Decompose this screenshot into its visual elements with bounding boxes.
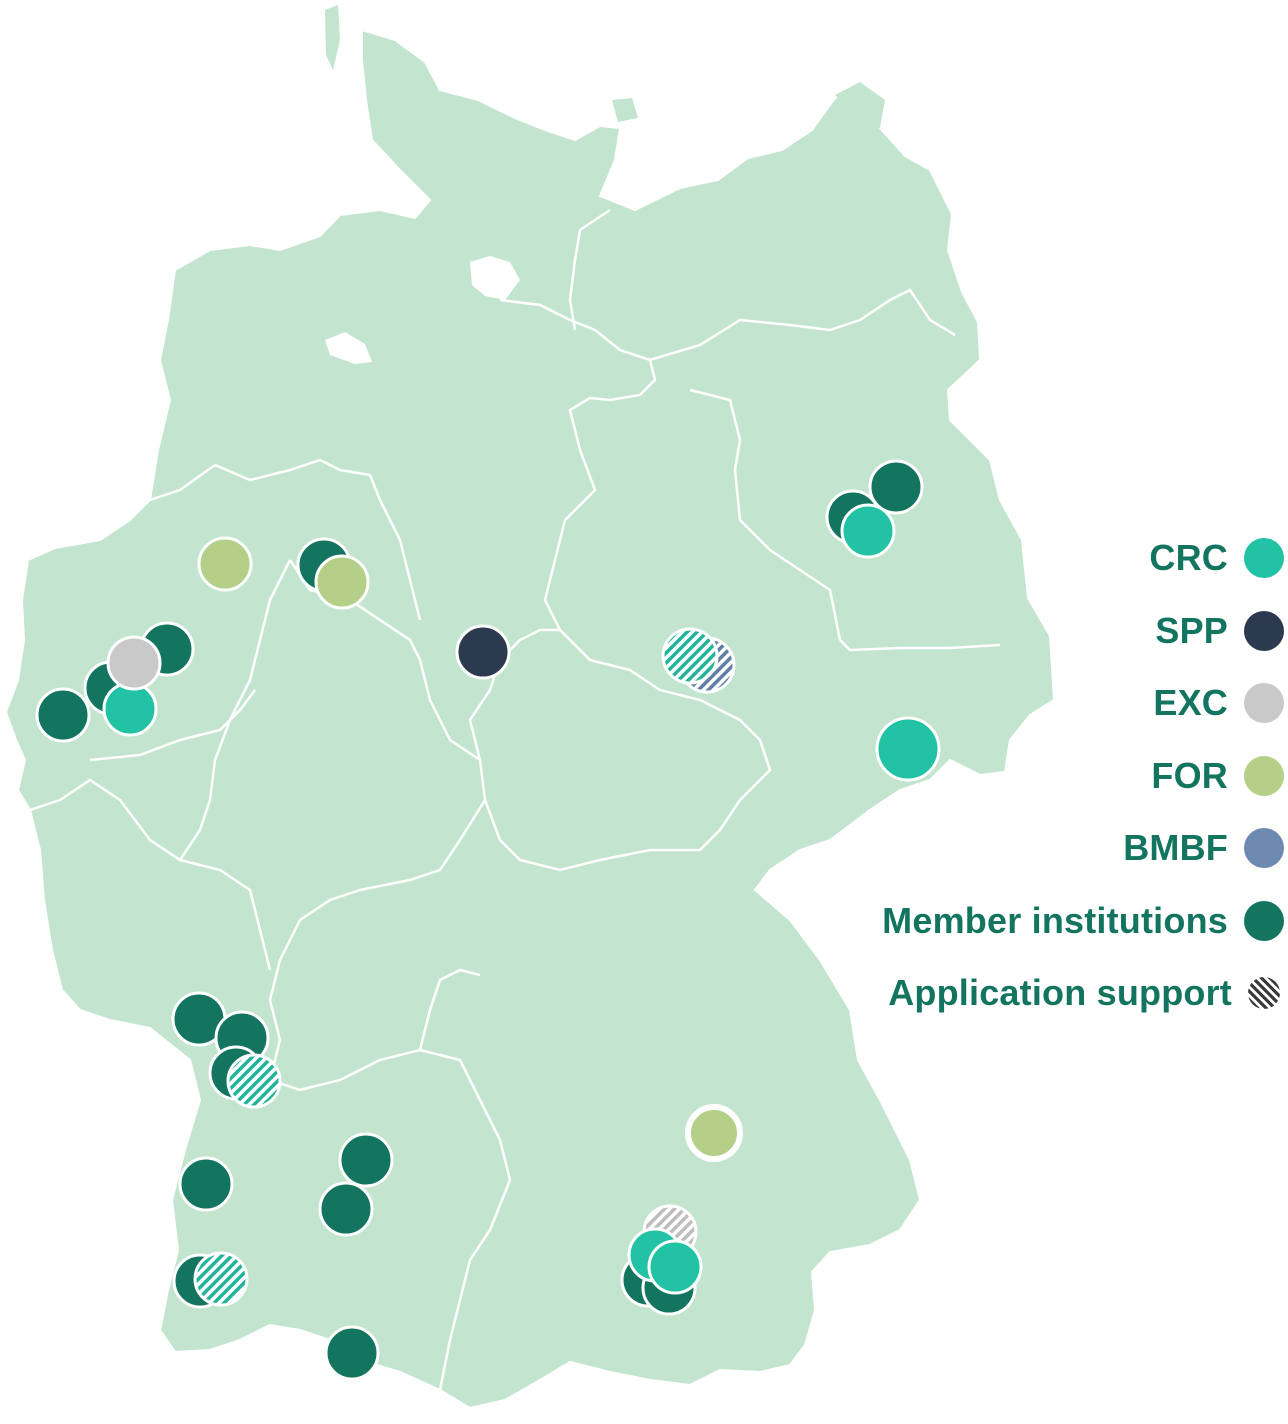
map-marker-member-20 (338, 1132, 394, 1188)
legend-item-crc: CRC (764, 522, 1284, 595)
map-marker-member-25 (324, 1325, 380, 1381)
map-marker-crc-5 (875, 716, 941, 782)
map-marker-member-14 (35, 687, 91, 743)
for-dot-icon (1244, 755, 1284, 796)
map-marker-exc-13 (106, 635, 162, 691)
hatched-dot-icon (1248, 977, 1280, 1010)
institution-markers (35, 459, 941, 1381)
map-marker-hatchteal-18 (226, 1053, 282, 1109)
island-fehmarn (612, 98, 638, 122)
map-marker-crc-12 (102, 681, 158, 737)
map-marker-member-22 (178, 1156, 234, 1212)
map-marker-for-7 (197, 536, 253, 592)
map-marker-spp-6 (455, 624, 511, 680)
legend-label-exc: EXC (1153, 682, 1228, 724)
map-marker-crc-30 (647, 1239, 703, 1295)
legend-item-spp: SPP (764, 595, 1284, 668)
map-marker-member-0 (868, 459, 924, 515)
legend-item-for: FOR (764, 740, 1284, 813)
legend-label-bmbf: BMBF (1123, 827, 1228, 869)
legend-label-member: Member institutions (882, 899, 1228, 941)
legend-item-exc: EXC (764, 667, 1284, 740)
map-marker-for-19 (685, 1104, 743, 1162)
map-marker-member-21 (318, 1181, 374, 1237)
map-marker-crc-2 (840, 503, 896, 559)
map-marker-for-9 (314, 554, 370, 610)
map-marker-hatchteal-4 (661, 627, 719, 685)
legend: CRC SPP EXC FOR BMBF Member institutions… (764, 522, 1284, 1030)
legend-label-for: FOR (1151, 754, 1228, 796)
exc-dot-icon (1244, 683, 1284, 724)
lake-dummer (325, 332, 372, 364)
hamburg-gap (470, 256, 520, 300)
spp-dot-icon (1244, 610, 1284, 651)
legend-label-crc: CRC (1149, 537, 1228, 579)
island-ruegen (835, 82, 885, 128)
crc-dot-icon (1244, 538, 1284, 579)
legend-label-application-support: Application support (888, 972, 1232, 1014)
legend-item-application-support: Application support (764, 957, 1284, 1030)
legend-label-spp: SPP (1155, 609, 1228, 651)
bmbf-dot-icon (1244, 828, 1284, 869)
map-marker-hatchteal-24 (193, 1251, 249, 1307)
island-sylt (325, 5, 340, 70)
legend-item-member: Member institutions (764, 885, 1284, 958)
state-borders (29, 208, 1001, 1391)
member-dot-icon (1244, 900, 1284, 941)
legend-item-bmbf: BMBF (764, 812, 1284, 885)
